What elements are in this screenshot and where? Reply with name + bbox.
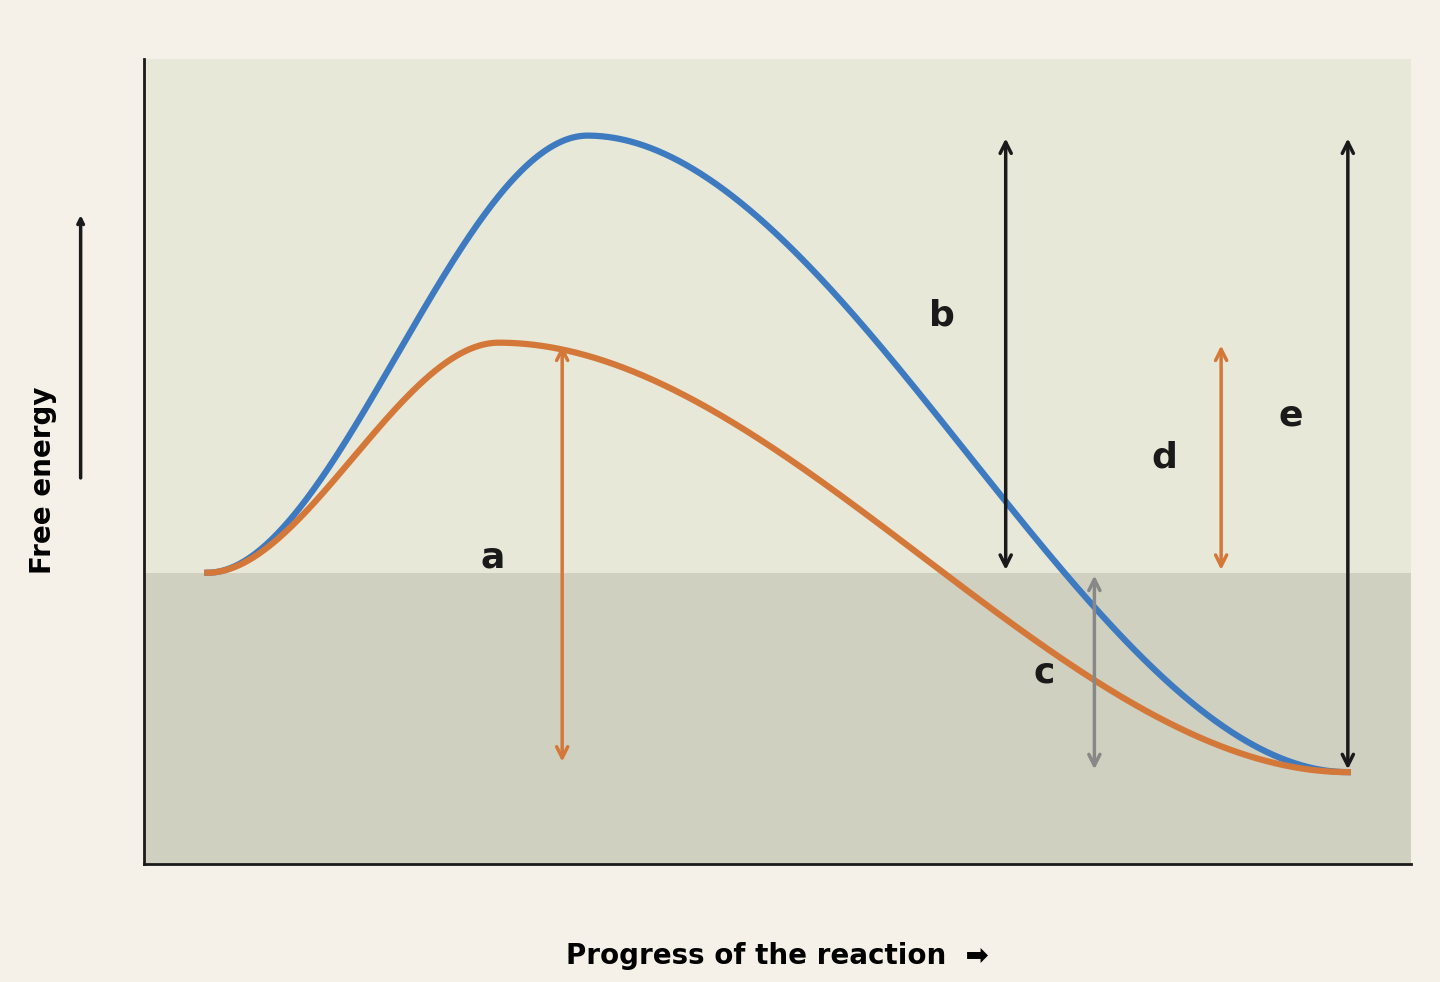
Bar	[144, 59, 1411, 573]
Text: e: e	[1279, 399, 1303, 432]
Text: d: d	[1151, 441, 1176, 474]
Bar	[144, 573, 1411, 864]
Text: a: a	[481, 540, 504, 574]
Text: Free energy: Free energy	[29, 387, 56, 574]
Text: b: b	[929, 299, 955, 333]
Text: Progress of the reaction  ➡: Progress of the reaction ➡	[566, 942, 989, 970]
Text: c: c	[1032, 655, 1054, 689]
